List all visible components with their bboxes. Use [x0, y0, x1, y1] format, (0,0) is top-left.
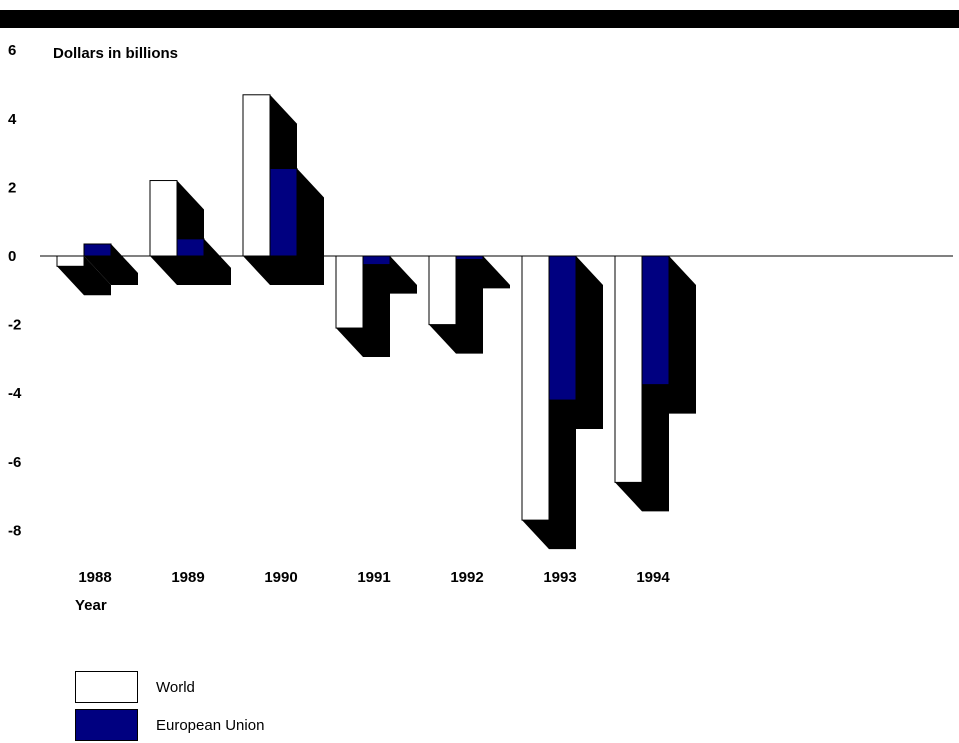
legend-swatch-european-union — [75, 709, 138, 741]
bar-european-union-1988 — [83, 243, 112, 257]
bar-european-union-1990 — [269, 168, 298, 257]
legend-label-european-union: European Union — [156, 717, 265, 734]
legend-item-world: World — [75, 671, 375, 705]
y-tick-label: 2 — [8, 179, 16, 196]
bar-world-1991 — [335, 255, 364, 329]
bar-european-union-1989 — [176, 238, 205, 257]
bar-european-union-1992 — [455, 255, 484, 260]
bar-world-1992 — [428, 255, 457, 326]
x-tick-label: 1991 — [357, 569, 390, 586]
y-tick-label: 4 — [8, 111, 17, 128]
x-tick-label: 1989 — [171, 569, 204, 586]
legend-label-world: World — [156, 679, 195, 696]
x-tick-label: 1990 — [264, 569, 297, 586]
y-axis-unit-label: Dollars in billions — [53, 45, 178, 62]
y-tick-label: -2 — [8, 317, 21, 334]
legend-item-european-union: European Union — [75, 709, 375, 743]
y-tick-label: 0 — [8, 248, 16, 265]
x-tick-label: 1994 — [636, 569, 670, 586]
bar-world-1989 — [149, 180, 178, 257]
y-tick-label: 6 — [8, 42, 16, 59]
bar-world-1988 — [56, 255, 85, 267]
bar-shadow-european-union-1992 — [456, 256, 510, 289]
x-tick-label: 1993 — [543, 569, 576, 586]
x-axis-label: Year — [75, 597, 107, 614]
bar-european-union-1991 — [362, 255, 391, 266]
x-tick-label: 1988 — [78, 569, 111, 586]
y-tick-label: -8 — [8, 522, 21, 539]
y-tick-label: -4 — [8, 385, 22, 402]
x-tick-label: 1992 — [450, 569, 483, 586]
y-tick-label: -6 — [8, 454, 21, 471]
legend-swatch-world — [75, 671, 138, 703]
header-band — [0, 10, 959, 28]
bar-european-union-1994 — [641, 255, 670, 386]
bar-world-1990 — [242, 94, 271, 257]
bar-world-1994 — [614, 255, 643, 483]
bar-european-union-1993 — [548, 255, 577, 401]
bar-shadow-european-union-1991 — [363, 256, 417, 294]
bar-world-1993 — [521, 255, 550, 521]
